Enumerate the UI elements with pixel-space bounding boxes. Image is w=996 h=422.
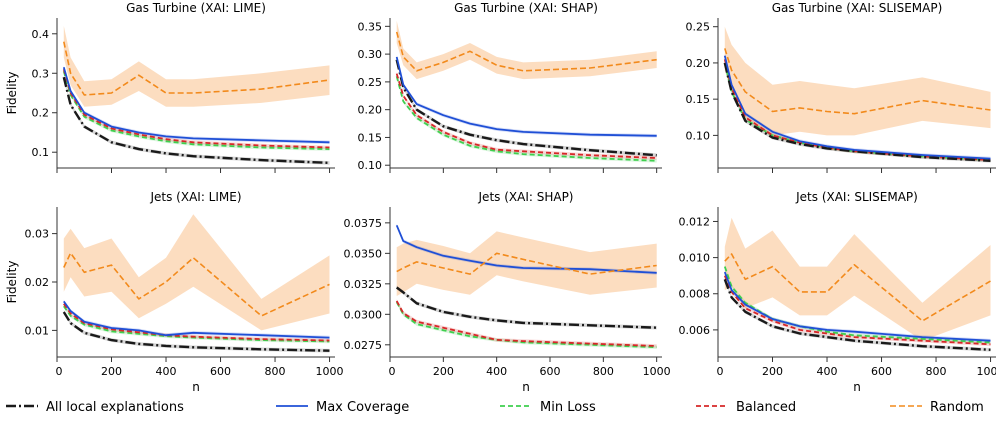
y-tick-label: 0.0275	[344, 339, 383, 352]
panel-title: Jets (XAI: SLISEMAP)	[795, 190, 918, 204]
panel-title: Gas Turbine (XAI: SHAP)	[454, 1, 598, 15]
random-confidence-band	[397, 231, 657, 296]
x-axis-label: n	[853, 380, 861, 394]
all-band	[397, 286, 657, 330]
chart-panel-3: Gas Turbine (XAI: SLISEMAP) 0.10 0.15 0.20 0…	[686, 1, 996, 173]
x-tick-label: 1000	[977, 365, 996, 378]
y-tick-label: 0.012	[679, 215, 711, 228]
y-tick-label: 0.2	[32, 107, 50, 120]
panel-title: Jets (XAI: SHAP)	[478, 190, 574, 204]
random-confidence-band	[64, 26, 330, 107]
balanced-band	[397, 72, 657, 160]
y-tick-label: 0.008	[679, 288, 711, 301]
legend-label-balanced: Balanced	[736, 400, 796, 415]
legend: All local explanations Max Coverage Min Lo…	[6, 400, 984, 415]
minloss-band	[397, 75, 657, 163]
x-tick-label: 0	[389, 365, 396, 378]
y-tick-label: 0.0350	[344, 247, 383, 260]
y-tick-label: 0.15	[686, 93, 711, 106]
y-tick-label: 0.1	[32, 146, 50, 159]
x-axis-label: n	[522, 380, 530, 394]
x-tick-label: 600	[210, 365, 231, 378]
legend-label-all: All local explanations	[46, 400, 184, 415]
x-tick-label: 1000	[316, 365, 344, 378]
y-tick-label: 0.0325	[344, 278, 383, 291]
y-tick-label: 0.10	[686, 129, 711, 142]
y-tick-label: 0.25	[686, 21, 711, 34]
y-tick-label: 0.10	[358, 159, 383, 172]
panel-title: Gas Turbine (XAI: LIME)	[126, 1, 266, 15]
y-tick-label: 0.0300	[344, 308, 383, 321]
x-tick-label: 200	[433, 365, 454, 378]
chart-panel-1: Gas Turbine (XAI: LIME) 0.1 0.2 0.3 0.4 Fidel…	[5, 1, 335, 173]
panel-title: Jets (XAI: LIME)	[149, 190, 241, 204]
y-tick-label: 0.20	[358, 104, 383, 117]
x-tick-label: 800	[593, 365, 614, 378]
y-tick-label: 0.0375	[344, 217, 383, 230]
chart-panel-2: Gas Turbine (XAI: SHAP) 0.10 0.15 0.20 0.25 0…	[358, 1, 663, 173]
minloss-series-line	[397, 76, 657, 161]
x-tick-label: 400	[817, 365, 838, 378]
x-tick-label: 200	[101, 365, 122, 378]
y-tick-label: 0.15	[358, 131, 383, 144]
y-tick-label: 0.20	[686, 57, 711, 70]
y-axis-label: Fidelity	[5, 72, 19, 115]
x-tick-label: 600	[871, 365, 892, 378]
y-tick-label: 0.30	[358, 48, 383, 61]
x-tick-label: 400	[156, 365, 177, 378]
x-tick-label: 1000	[643, 365, 671, 378]
random-confidence-band	[725, 27, 991, 136]
y-tick-label: 0.25	[358, 76, 383, 89]
x-tick-label: 0	[717, 365, 724, 378]
y-tick-label: 0.02	[25, 276, 50, 289]
y-tick-label: 0.01	[25, 324, 50, 337]
x-tick-label: 200	[762, 365, 783, 378]
x-tick-label: 0	[56, 365, 63, 378]
legend-label-maxcov: Max Coverage	[316, 400, 409, 415]
y-tick-label: 0.4	[32, 28, 50, 41]
chart-panel-4: Jets (XAI: LIME) 0.01 0.02 0.03 200 400 600 800…	[5, 190, 344, 394]
chart-panel-6: Jets (XAI: SLISEMAP) 0.006 0.008 0.010 0.012…	[679, 190, 996, 394]
x-tick-label: 600	[540, 365, 561, 378]
chart-panel-5: Jets (XAI: SHAP) 0.0275 0.0300 0.0325 0.0350…	[344, 190, 671, 394]
y-tick-label: 0.03	[25, 228, 50, 241]
y-tick-label: 0.35	[358, 20, 383, 33]
x-axis-label: n	[192, 380, 200, 394]
y-axis-label: Fidelity	[5, 261, 19, 304]
y-tick-label: 0.3	[32, 67, 50, 80]
x-tick-label: 400	[486, 365, 507, 378]
legend-label-minloss: Min Loss	[540, 400, 596, 415]
y-tick-label: 0.006	[679, 324, 711, 337]
x-tick-label: 800	[926, 365, 947, 378]
panel-title: Gas Turbine (XAI: SLISEMAP)	[772, 1, 943, 15]
y-tick-label: 0.010	[679, 252, 711, 265]
random-confidence-band	[64, 214, 330, 330]
legend-label-random: Random	[930, 400, 984, 415]
x-tick-label: 800	[265, 365, 286, 378]
